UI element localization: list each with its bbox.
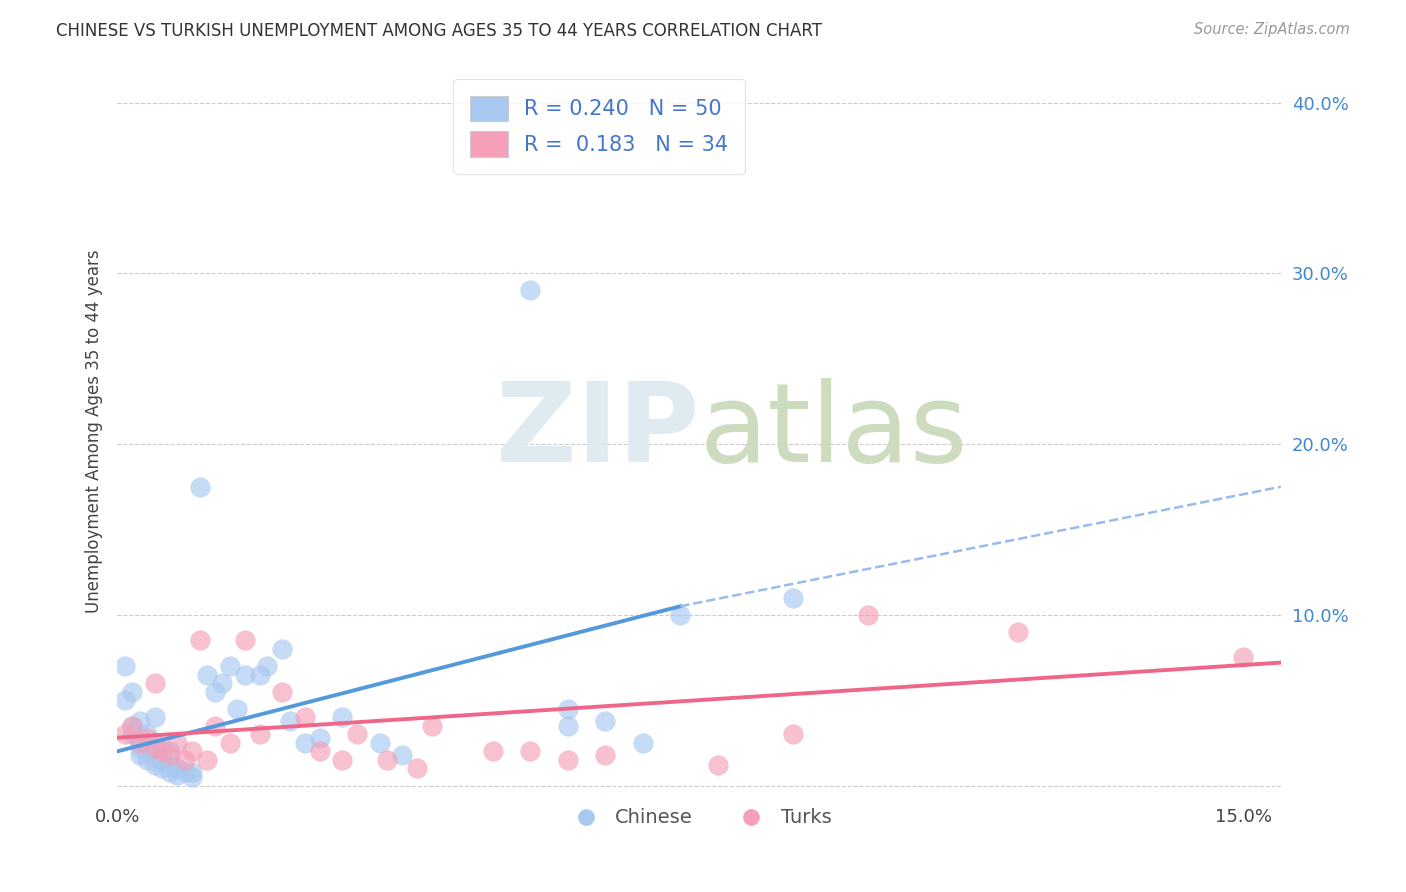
Text: Source: ZipAtlas.com: Source: ZipAtlas.com [1194,22,1350,37]
Point [188,480,211,494]
Point [204,684,226,698]
Text: ZIP: ZIP [496,378,699,484]
Point [309,731,332,745]
Point [128,741,150,756]
Point [114,727,136,741]
Point [121,684,143,698]
Point [181,770,204,784]
Point [150,753,173,767]
Point [114,659,136,673]
Point [159,747,181,762]
Point [218,736,240,750]
Point [143,710,166,724]
Point [519,284,541,298]
Point [332,710,354,724]
Point [557,701,579,715]
Point [128,714,150,728]
Point [593,714,616,728]
Point [166,761,188,775]
Point [782,727,804,741]
Point [136,731,159,745]
Point [309,744,332,758]
Point [249,727,271,741]
Point [294,736,316,750]
Point [346,727,368,741]
Point [557,753,579,767]
Point [143,758,166,772]
Point [173,753,195,767]
Point [195,667,218,681]
Point [128,736,150,750]
Point [136,727,159,741]
Point [159,764,181,779]
Point [406,761,429,775]
Point [1232,650,1254,665]
Point [557,719,579,733]
Point [166,768,188,782]
Point [188,633,211,648]
Point [150,741,173,756]
Point [136,753,159,767]
Point [481,744,503,758]
Point [391,747,413,762]
Point [226,701,249,715]
Point [368,736,391,750]
Y-axis label: Unemployment Among Ages 35 to 44 years: Unemployment Among Ages 35 to 44 years [86,250,103,613]
Point [294,710,316,724]
Point [271,642,294,657]
Text: CHINESE VS TURKISH UNEMPLOYMENT AMONG AGES 35 TO 44 YEARS CORRELATION CHART: CHINESE VS TURKISH UNEMPLOYMENT AMONG AG… [56,22,823,40]
Point [631,736,654,750]
Point [278,714,301,728]
Point [271,684,294,698]
Point [159,744,181,758]
Point [707,758,730,772]
Point [173,764,195,779]
Point [150,744,173,758]
Point [782,591,804,605]
Point [218,659,240,673]
Point [143,747,166,762]
Point [166,736,188,750]
Point [128,747,150,762]
Point [128,731,150,745]
Point [249,667,271,681]
Point [181,764,204,779]
Point [519,744,541,758]
Point [143,676,166,690]
Legend: Chinese, Turks: Chinese, Turks [560,800,839,835]
Point [233,667,256,681]
Point [422,719,444,733]
Point [143,741,166,756]
Point [332,753,354,767]
Point [121,727,143,741]
Point [256,659,278,673]
Point [181,744,204,758]
Point [136,744,159,758]
Point [593,747,616,762]
Point [143,736,166,750]
Text: atlas: atlas [699,378,967,484]
Point [377,753,399,767]
Point [1007,624,1029,639]
Point [233,633,256,648]
Point [211,676,233,690]
Point [856,607,879,622]
Point [121,719,143,733]
Point [195,753,218,767]
Point [204,719,226,733]
Point [159,758,181,772]
Point [121,719,143,733]
Point [150,761,173,775]
Point [669,607,692,622]
Point [114,693,136,707]
